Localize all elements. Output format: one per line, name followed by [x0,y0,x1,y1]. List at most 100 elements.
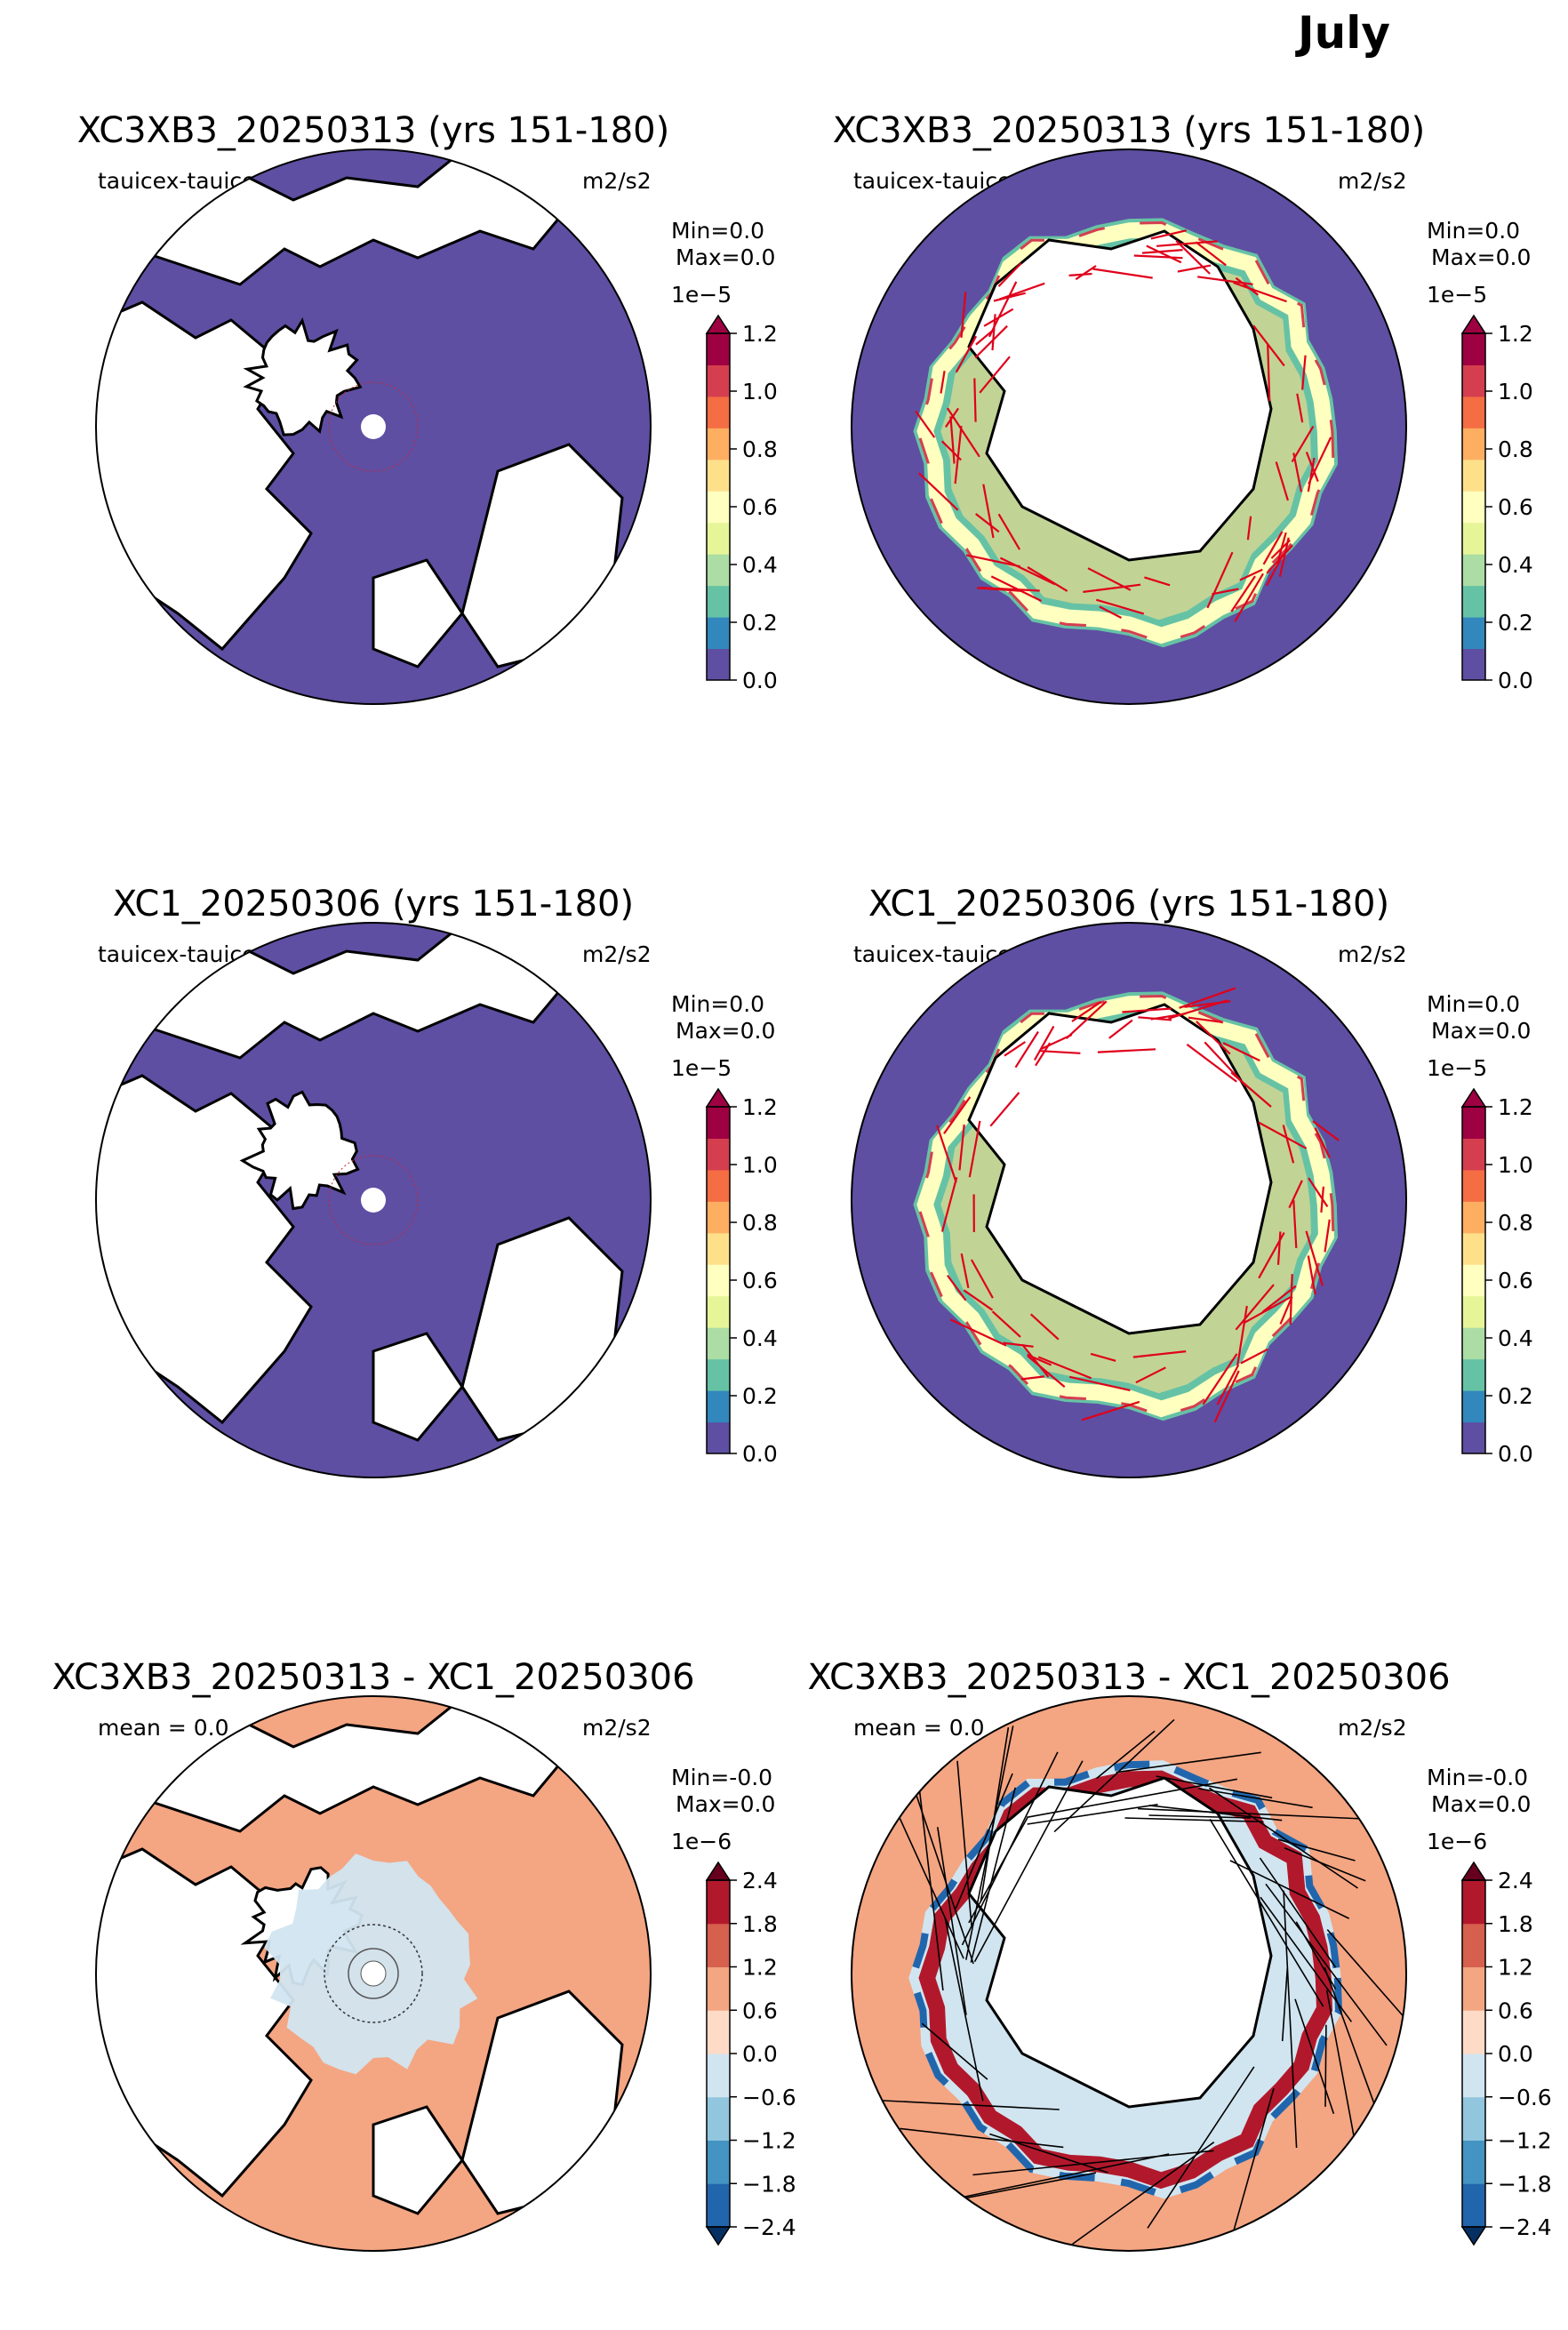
stress-vector [1148,1814,1252,1819]
stress-vector [968,1120,981,1178]
colorbar: 0.0 0.2 0.4 0.6 0.8 1.0 1.2 [1460,314,1533,693]
units-label: m2/s2 [1338,941,1407,967]
colorbar-bin [707,1201,730,1234]
colorbar-extend-max [1460,1861,1487,1881]
land-south-america [852,1758,855,1798]
stress-vector [947,1274,967,1301]
map-boundary [851,1695,1407,2252]
stress-vector [936,1125,957,1183]
stress-vector [1267,343,1271,402]
panel-title: XC3XB3_20250313 - XC1_20250306 [807,1657,1450,1698]
stress-vector [1246,516,1252,540]
stress-vector [973,1760,1084,1963]
stress-vector [1156,1775,1273,1799]
stress-vector [954,425,963,484]
colorbar-tick-label: 0.0 [1498,1441,1533,1467]
colorbar-bin [1462,459,1485,492]
sea-ice-high [916,221,1335,645]
stress-vector [999,282,1045,300]
colorbar-bin [1462,1295,1485,1328]
stress-vector [1068,1375,1131,1392]
stress-vector [977,587,1022,592]
units-label: m2/s2 [582,1715,652,1741]
colorbar-bin [1462,1358,1485,1391]
colorbar-tick-label: 2.4 [742,1868,778,1894]
colorbar-bin [707,1390,730,1423]
contour-ring [328,1155,419,1245]
stress-vector [918,472,959,511]
stress-vector [1258,1231,1285,1279]
colorbar-bin [1462,648,1485,681]
colorbar-bin [1462,1327,1485,1360]
colorbar-bin [707,2054,730,2098]
stress-vector [1307,457,1316,492]
colorbar-tick-label: −2.4 [1498,2214,1552,2240]
stress-vector [1122,1007,1172,1013]
colorbar-scale-label: 1e−5 [671,1055,732,1081]
colorbar-bin [1462,364,1485,397]
stress-vector [1041,1034,1073,1050]
colorbar-tick-label: −1.2 [742,2128,796,2154]
map-boundary [95,148,652,705]
stress-vector [999,556,1056,586]
panel-title: XC1_20250306 (yrs 151-180) [113,884,634,925]
stress-vector [968,1817,1028,1924]
stress-vector [1275,461,1289,501]
max-label: Max=0.0 [676,1791,775,1817]
land-antarctica [967,1003,1273,1335]
stress-vector [961,1751,1059,1946]
colorbar-scale-label: 1e−5 [1427,282,1487,308]
colorbar-tick-label: 0.2 [742,1383,778,1409]
land-europe [372,558,464,669]
stress-vector [1266,544,1293,574]
pole-hole [361,1188,386,1213]
stress-vector [1324,1219,1331,1253]
colorbar-extend-min [1460,2226,1487,2246]
stress-vector [940,1177,958,1232]
colorbar-bin [1462,617,1485,650]
colorbar-bin [707,522,730,555]
stress-vector [963,1289,994,1311]
colorbar-extend-max [705,1087,732,1108]
stress-vector [946,407,980,458]
stress-vector [937,1827,967,2015]
colorbar-bin [1462,1107,1485,1139]
stress-vector [988,281,1018,338]
stress-vector [1068,272,1092,276]
stress-vector [1029,1313,1060,1341]
stress-vector [1296,393,1304,423]
stress-vector [1202,1353,1238,1405]
colorbar-tick-label: 0.4 [742,1325,778,1351]
stress-vector [1188,1016,1222,1023]
panel-3: XC1_20250306 (yrs 151-180)tauicex-tauice… [95,884,778,1478]
colorbar-bin [707,1232,730,1265]
contour-ring [328,381,419,472]
stress-vector [1261,1285,1297,1313]
land-antarctica [967,229,1273,562]
map-area [96,149,651,704]
stress-vector [915,410,936,438]
units-label: m2/s2 [1338,168,1407,194]
colorbar-tick-label: 0.6 [742,1998,778,2023]
figure-suptitle: July [1298,7,1390,59]
stress-vector [1301,355,1307,390]
colorbar-tick-label: 1.2 [742,321,778,347]
stress-vector [1021,1343,1050,1378]
colorbar-tick-label: 0.2 [1498,1383,1533,1409]
stress-vector [1144,576,1171,587]
colorbar-bin [1462,522,1485,555]
stress-vector [1279,1296,1293,1325]
colorbar-tick-label: 0.8 [1498,436,1533,462]
land-europe [372,1332,464,1442]
colorbar-tick-label: 1.2 [1498,1094,1533,1120]
map-area [96,923,651,1477]
min-label: Min=0.0 [671,218,764,244]
stress-vector [1186,1044,1237,1083]
stress-vector [1265,1883,1388,2046]
colorbar-tick-label: 0.6 [742,494,778,520]
units-label: m2/s2 [1338,1715,1407,1741]
colorbar-bin [707,1295,730,1328]
stress-vector [1196,1021,1231,1055]
stress-vector [1135,1366,1166,1384]
